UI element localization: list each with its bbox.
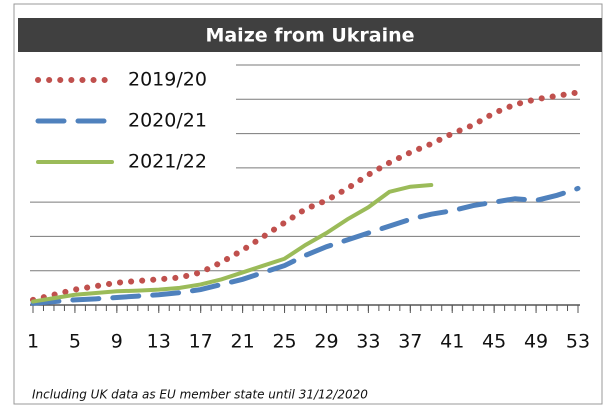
x-tick-label: 5	[69, 331, 81, 353]
x-tick-label: 45	[482, 331, 506, 353]
x-tick-label: 25	[272, 331, 296, 353]
chart-title: Maize from Ukraine	[205, 25, 414, 47]
x-tick-label: 17	[189, 331, 213, 353]
x-tick-label: 1	[27, 331, 39, 353]
series-line	[30, 89, 581, 303]
legend-label: 2019/20	[128, 69, 207, 91]
x-tick-label: 21	[231, 331, 255, 353]
footnote: Including UK data as EU member state unt…	[32, 388, 368, 402]
x-tick-label: 49	[524, 331, 548, 353]
x-tick-label: 53	[566, 331, 590, 353]
x-tick-label: 13	[147, 331, 171, 353]
series-line	[30, 185, 581, 306]
x-tick-label: 33	[356, 331, 380, 353]
x-tick-label: 29	[314, 331, 338, 353]
x-tick-label: 9	[111, 331, 123, 353]
title-bar	[18, 18, 602, 52]
x-tick-label: 41	[440, 331, 464, 353]
x-tick-label: 37	[398, 331, 422, 353]
series-line	[31, 183, 434, 304]
legend-label: 2021/22	[128, 151, 207, 173]
legend-label: 2020/21	[128, 110, 207, 132]
